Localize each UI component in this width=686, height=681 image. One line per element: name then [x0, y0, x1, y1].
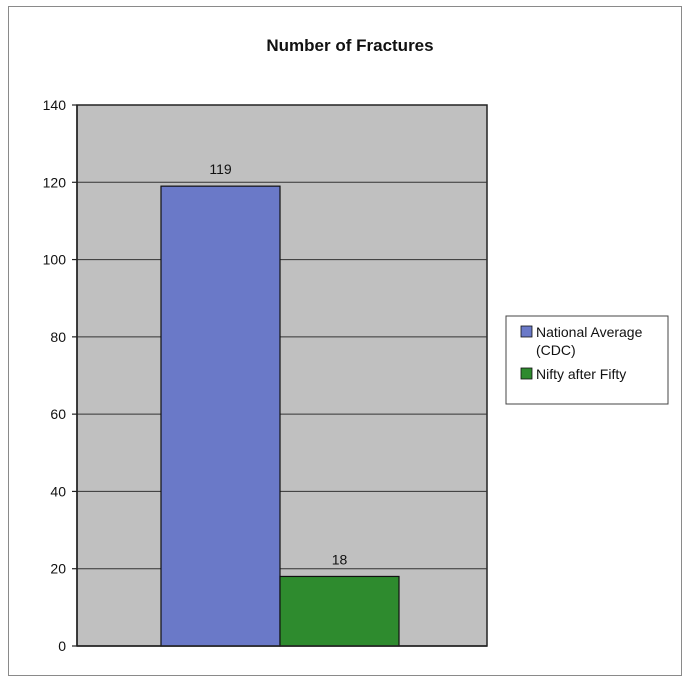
legend-swatch [520, 367, 533, 380]
y-tick-label: 60 [50, 406, 66, 422]
y-axis-ticks: 0 20 40 60 80 100 120 140 [43, 97, 77, 654]
y-tick-label: 80 [50, 329, 66, 345]
legend-label-line: Nifty after Fifty [536, 366, 626, 382]
data-label: 18 [332, 551, 348, 567]
y-tick-label: 20 [50, 561, 66, 577]
gridlines [77, 181, 487, 570]
y-tick-label: 120 [43, 174, 67, 190]
bars [160, 185, 400, 647]
chart-title: Number of Fractures [266, 36, 433, 55]
legend-label: Nifty after Fifty [536, 366, 626, 382]
legend-items: National Average (CDC) Nifty after Fifty [520, 324, 643, 382]
bar [279, 575, 400, 647]
plot-area [76, 104, 488, 647]
legend-box [505, 315, 669, 405]
legend-label: National Average (CDC) [536, 324, 643, 358]
legend-swatch [520, 325, 533, 338]
y-tick-label: 100 [43, 252, 67, 268]
data-label: 119 [209, 161, 232, 177]
y-tick-label: 0 [58, 638, 66, 654]
data-labels: 119 18 [209, 161, 347, 567]
y-tick-label: 40 [50, 483, 66, 499]
legend-label-line: National Average [536, 324, 643, 340]
bar [160, 185, 281, 647]
y-tick-label: 140 [43, 97, 67, 113]
legend-label-line: (CDC) [536, 342, 576, 358]
legend: National Average (CDC) Nifty after Fifty [505, 315, 669, 405]
